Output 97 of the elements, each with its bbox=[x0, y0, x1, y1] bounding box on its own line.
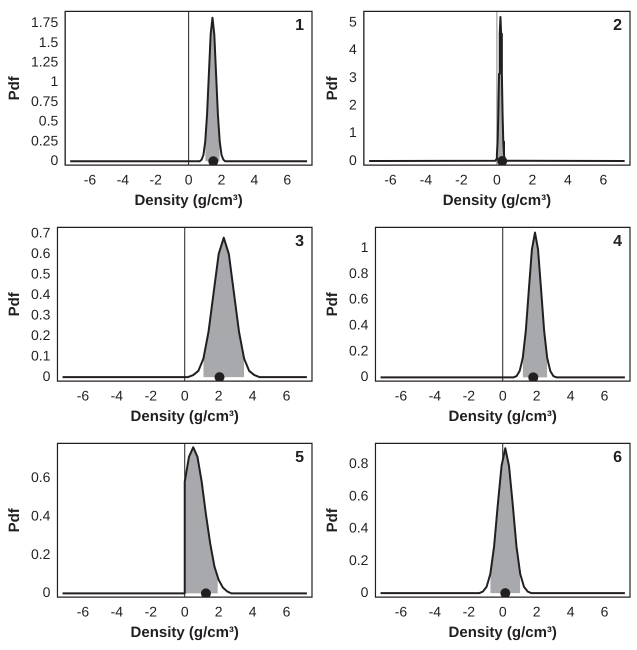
x-tick-label: 0 bbox=[498, 603, 507, 620]
y-tick-label: 0 bbox=[360, 584, 369, 600]
x-tick-label: 0 bbox=[180, 387, 189, 404]
x-tick-label: 4 bbox=[250, 171, 259, 188]
y-tick-label: 1.25 bbox=[31, 54, 58, 70]
y-tick-label: 4 bbox=[348, 41, 357, 58]
x-tick-label: 4 bbox=[566, 603, 575, 620]
x-tick-label: -6 bbox=[394, 603, 408, 620]
x-tick-label: 4 bbox=[248, 603, 257, 620]
x-tick-label: 2 bbox=[214, 603, 223, 620]
x-tick-label: 6 bbox=[600, 603, 609, 620]
x-tick-label: -2 bbox=[462, 387, 476, 404]
y-tick-label: 0 bbox=[360, 368, 369, 384]
x-tick-label: -2 bbox=[455, 171, 468, 188]
y-tick-label: 0.2 bbox=[30, 326, 51, 343]
y-axis-title: Pdf bbox=[324, 291, 342, 316]
x-tick-label: 6 bbox=[283, 171, 292, 188]
y-tick-label: 0.6 bbox=[348, 290, 369, 307]
x-tick-label: 0 bbox=[492, 171, 501, 188]
x-tick-label: 2 bbox=[214, 387, 223, 404]
y-tick-label: 3 bbox=[348, 68, 357, 85]
x-tick-label: -4 bbox=[116, 171, 130, 188]
y-tick-label: 2 bbox=[348, 96, 357, 112]
y-tick-label: 0 bbox=[42, 584, 51, 600]
x-tick-label: 4 bbox=[566, 387, 575, 404]
x-tick-label: 2 bbox=[528, 171, 536, 188]
y-tick-label: 0.5 bbox=[30, 265, 51, 282]
y-tick-label: 0.8 bbox=[348, 455, 369, 472]
x-tick-label: -6 bbox=[76, 603, 90, 620]
x-tick-label: -4 bbox=[428, 387, 442, 404]
y-tick-label: 0.4 bbox=[348, 520, 369, 536]
y-axis-title: Pdf bbox=[6, 75, 24, 100]
x-tick-label: -2 bbox=[144, 603, 158, 620]
y-tick-label: 0.75 bbox=[31, 92, 58, 109]
x-axis-title: Density (g/cm³) bbox=[130, 624, 239, 642]
y-tick-label: 0.5 bbox=[38, 112, 58, 129]
x-tick-label: 4 bbox=[564, 171, 572, 188]
x-tick-label: 6 bbox=[282, 603, 291, 620]
x-tick-label: -4 bbox=[110, 603, 124, 620]
annotation: 6 bbox=[613, 448, 622, 466]
y-tick-label: 0.6 bbox=[30, 468, 51, 485]
y-tick-label: 0 bbox=[50, 152, 58, 168]
y-tick-label: 0.3 bbox=[30, 306, 51, 322]
x-tick-label: -6 bbox=[76, 387, 90, 404]
x-tick-label: 6 bbox=[600, 387, 609, 404]
x-tick-label: 6 bbox=[599, 171, 608, 188]
y-axis-title: Pdf bbox=[324, 75, 342, 100]
x-tick-label: -4 bbox=[110, 387, 124, 404]
annotation: 5 bbox=[295, 448, 304, 466]
y-axis-title: Pdf bbox=[6, 291, 24, 316]
annotation: 1 bbox=[295, 16, 304, 34]
x-tick-label: -2 bbox=[462, 603, 476, 620]
x-tick-label: 2 bbox=[532, 603, 541, 620]
x-axis-title: Density (g/cm³) bbox=[448, 624, 557, 642]
x-tick-label: 0 bbox=[498, 387, 507, 404]
y-tick-label: 1 bbox=[360, 238, 369, 255]
x-axis-title: Density (g/cm³) bbox=[442, 192, 552, 210]
y-tick-label: 0.4 bbox=[348, 316, 369, 332]
y-tick-label: 0.6 bbox=[348, 487, 369, 504]
annotation: 2 bbox=[613, 16, 622, 34]
y-tick-label: 0.2 bbox=[348, 552, 369, 568]
x-tick-label: -4 bbox=[428, 603, 442, 620]
x-tick-label: -6 bbox=[84, 171, 96, 188]
y-tick-label: 0 bbox=[348, 152, 357, 168]
x-tick-label: 4 bbox=[248, 387, 257, 404]
x-tick-label: 6 bbox=[282, 387, 291, 404]
y-tick-label: 0.8 bbox=[348, 264, 369, 281]
x-tick-label: -4 bbox=[420, 171, 432, 188]
x-tick-label: 2 bbox=[532, 387, 541, 404]
y-tick-label: 0.25 bbox=[31, 132, 58, 148]
x-tick-label: -2 bbox=[149, 171, 162, 188]
annotation: 3 bbox=[295, 232, 304, 250]
x-axis-title: Density (g/cm³) bbox=[134, 192, 243, 210]
y-tick-label: 5 bbox=[348, 13, 357, 30]
y-tick-label: 0.2 bbox=[30, 546, 51, 562]
y-tick-label: 0.4 bbox=[30, 507, 51, 524]
x-tick-label: 2 bbox=[218, 171, 226, 188]
x-axis-title: Density (g/cm³) bbox=[448, 408, 557, 426]
y-tick-label: 1.75 bbox=[31, 14, 58, 30]
y-tick-label: 0.4 bbox=[30, 286, 51, 302]
x-tick-label: -6 bbox=[384, 171, 397, 188]
y-tick-label: 1 bbox=[348, 124, 357, 140]
x-tick-label: -2 bbox=[144, 387, 158, 404]
y-axis-title: Pdf bbox=[6, 507, 24, 532]
annotation: 4 bbox=[613, 232, 622, 250]
x-tick-label: 0 bbox=[180, 603, 189, 620]
y-tick-label: 0.6 bbox=[30, 244, 51, 261]
x-tick-label: 0 bbox=[184, 171, 193, 188]
y-tick-label: 0 bbox=[42, 368, 51, 384]
y-tick-label: 0.7 bbox=[30, 224, 51, 240]
x-tick-label: -6 bbox=[394, 387, 408, 404]
y-tick-label: 1 bbox=[50, 73, 58, 90]
y-tick-label: 1.5 bbox=[38, 34, 58, 50]
y-tick-label: 0.1 bbox=[30, 347, 51, 364]
y-axis-title: Pdf bbox=[324, 507, 342, 532]
x-axis-title: Density (g/cm³) bbox=[130, 408, 239, 426]
y-tick-label: 0.2 bbox=[348, 342, 369, 358]
